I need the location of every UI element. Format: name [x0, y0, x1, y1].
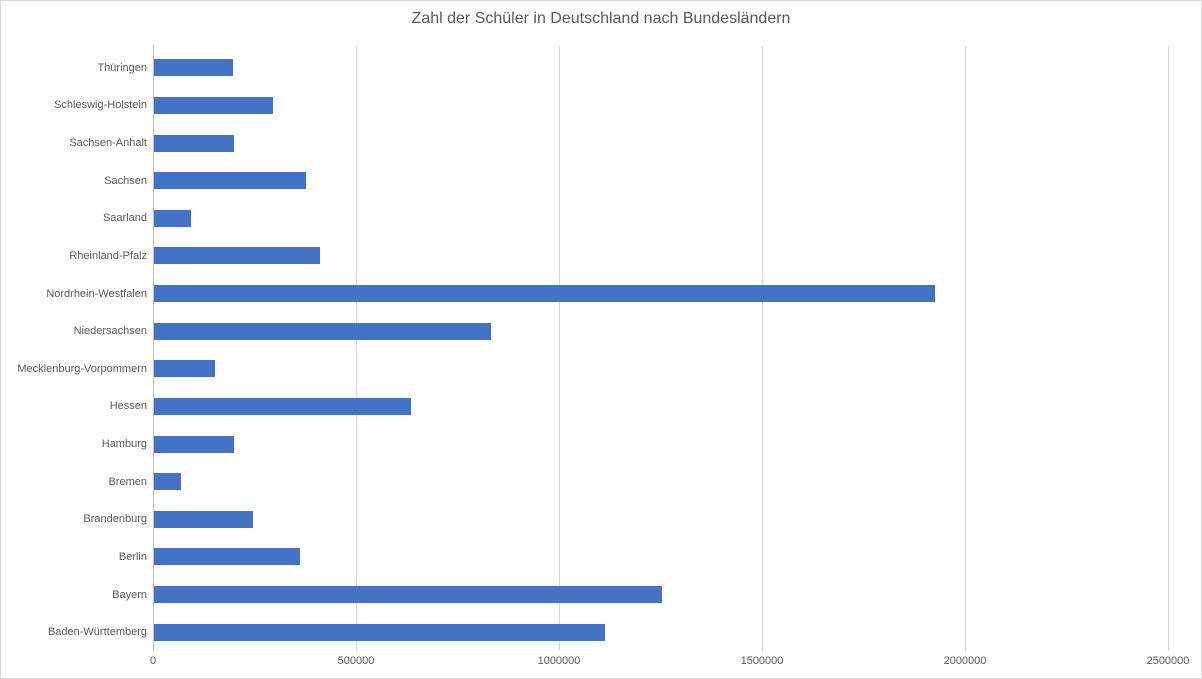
category-label: Thüringen — [97, 61, 147, 74]
category-label: Saarland — [102, 212, 147, 225]
category-label: Brandenburg — [83, 513, 147, 526]
category-label: Sachsen — [104, 174, 147, 187]
bar — [154, 360, 216, 378]
bar — [154, 96, 273, 114]
category-label: Hessen — [109, 400, 147, 413]
gridline — [559, 46, 560, 651]
bar — [154, 59, 233, 77]
x-tick-label: 500000 — [337, 655, 375, 667]
category-label: Bremen — [108, 475, 147, 488]
bar — [154, 586, 663, 604]
bar — [154, 209, 192, 227]
category-label: Bayern — [112, 588, 147, 601]
category-label: Nordrhein-Westfalen — [46, 287, 147, 300]
category-label: Rheinland-Pfalz — [69, 249, 147, 262]
category-label: Berlin — [118, 550, 147, 563]
bar — [154, 435, 234, 453]
x-tick-label: 2000000 — [943, 655, 987, 667]
bar — [154, 623, 605, 641]
gridline — [965, 46, 966, 651]
bar — [154, 172, 307, 190]
x-tick-label: 2500000 — [1146, 655, 1190, 667]
category-label: Sachsen-Anhalt — [69, 137, 147, 150]
bar — [154, 285, 935, 303]
category-label: Hamburg — [101, 438, 147, 451]
bar — [154, 134, 234, 152]
category-axis-line — [153, 46, 154, 651]
bar — [154, 548, 300, 566]
bar — [154, 247, 320, 265]
category-label: Baden-Württemberg — [47, 626, 147, 639]
bar — [154, 473, 181, 491]
category-label: Niedersachsen — [73, 325, 147, 338]
gridline — [356, 46, 357, 651]
bar — [154, 397, 412, 415]
x-tick-label: 1500000 — [740, 655, 784, 667]
gridline — [1168, 46, 1169, 651]
bar — [154, 510, 253, 528]
x-tick-label: 1000000 — [537, 655, 581, 667]
category-label: Mecklenburg-Vorpommern — [17, 362, 147, 375]
chart-title: Zahl der Schüler in Deutschland nach Bun… — [411, 10, 791, 27]
gridline — [762, 46, 763, 651]
bar — [154, 322, 492, 340]
category-label: Schleswig-Holstein — [54, 99, 147, 112]
x-tick-label: 0 — [149, 655, 157, 667]
